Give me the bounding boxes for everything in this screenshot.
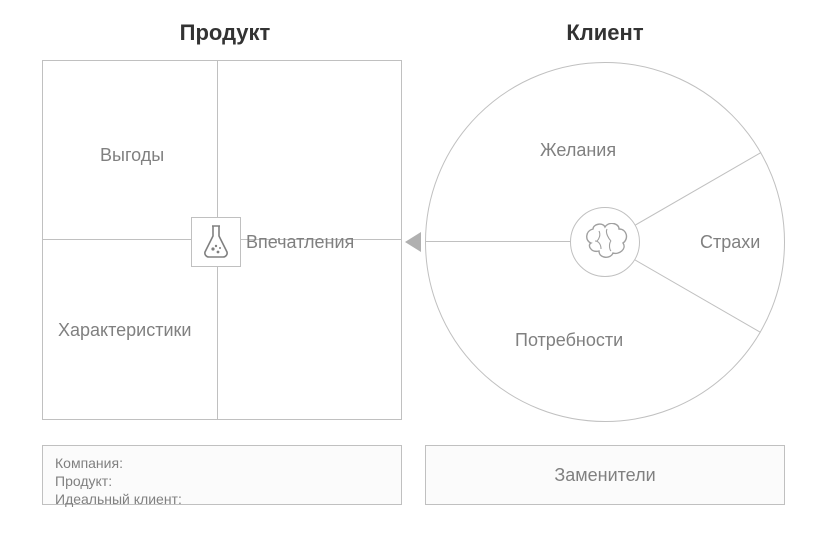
- sector-needs: Потребности: [515, 330, 623, 351]
- substitutes-box: Заменители: [425, 445, 785, 505]
- flask-icon: [191, 217, 241, 267]
- quadrant-benefits: Выгоды: [100, 145, 164, 166]
- quadrant-characteristics: Характеристики: [58, 320, 191, 341]
- product-title: Продукт: [150, 20, 300, 46]
- substitutes-label: Заменители: [554, 465, 655, 486]
- brain-icon: [570, 207, 640, 277]
- client-title: Клиент: [530, 20, 680, 46]
- quadrant-impressions: Впечатления: [246, 232, 354, 253]
- info-line-ideal-client: Идеальный клиент:: [55, 490, 389, 508]
- arrow-left-icon: [405, 232, 421, 252]
- info-line-product: Продукт:: [55, 472, 389, 490]
- info-line-company: Компания:: [55, 454, 389, 472]
- sector-desires: Желания: [540, 140, 616, 161]
- sector-fears: Страхи: [700, 232, 760, 253]
- company-info-box: Компания: Продукт: Идеальный клиент:: [42, 445, 402, 505]
